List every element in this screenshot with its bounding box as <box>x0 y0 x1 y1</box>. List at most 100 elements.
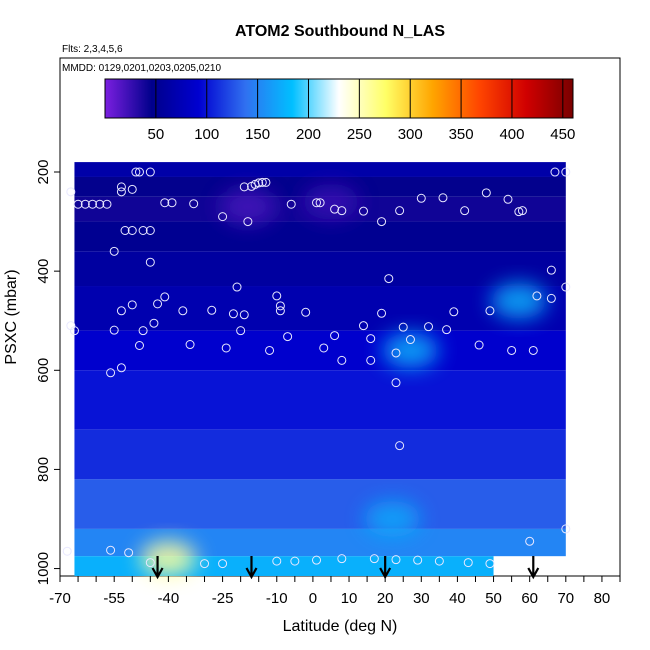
data-point-87 <box>116 363 126 373</box>
data-point-63 <box>275 306 285 316</box>
data-point-79 <box>442 325 452 335</box>
x-tick-label-20: 20 <box>377 590 394 607</box>
y-tick-label-400: 400 <box>35 259 52 284</box>
x-tick-label-40: 40 <box>449 590 466 607</box>
data-point-72 <box>384 274 394 284</box>
data-point-47 <box>145 257 155 267</box>
colorbar-label-200: 200 <box>296 126 321 143</box>
data-point-70 <box>366 334 376 344</box>
y-tick-label-600: 600 <box>35 358 52 383</box>
data-point-80 <box>474 340 484 350</box>
heat-band-0 <box>74 162 566 177</box>
data-point-27 <box>261 177 271 187</box>
data-point-4 <box>80 199 90 209</box>
data-point-15 <box>127 226 137 236</box>
data-point-18 <box>160 198 170 208</box>
x-tick-label--10: -10 <box>266 590 288 607</box>
data-point-43 <box>517 206 527 216</box>
data-point-22 <box>239 182 249 192</box>
data-point-61 <box>272 291 282 301</box>
data-point-86 <box>109 325 119 335</box>
data-point-34 <box>358 206 368 216</box>
data-point-85 <box>546 293 556 303</box>
data-point-89 <box>236 326 246 336</box>
y-axis-label: PSXC (mbar) <box>3 269 20 364</box>
data-point-65 <box>301 307 311 317</box>
dates-note: MMDD: 0129,0201,0203,0205,0210 <box>62 63 221 74</box>
data-point-38 <box>438 193 448 203</box>
data-point-60 <box>239 310 249 320</box>
data-point-53 <box>149 318 159 328</box>
x-tick-label-0: 0 <box>309 590 317 607</box>
y-tick-label-200: 200 <box>35 159 52 184</box>
data-point-35 <box>377 217 387 227</box>
x-tick-label-60: 60 <box>521 590 538 607</box>
data-point-82 <box>507 345 517 355</box>
heat-blob-0 <box>219 188 276 225</box>
x-tick-label--55: -55 <box>103 590 125 607</box>
data-point-33 <box>337 206 347 216</box>
data-point-37 <box>416 193 426 203</box>
data-point-19 <box>167 198 177 208</box>
data-point-10 <box>145 167 155 177</box>
data-point-98 <box>200 559 210 569</box>
x-tick-label-50: 50 <box>485 590 502 607</box>
heat-band-8 <box>74 429 566 480</box>
colorbar-label-300: 300 <box>398 126 423 143</box>
heat-band-9 <box>74 479 566 529</box>
data-point-13 <box>116 187 126 197</box>
colorbar-label-350: 350 <box>449 126 474 143</box>
data-point-25 <box>254 178 264 188</box>
data-point-83 <box>528 345 538 355</box>
colorbar-label-450: 450 <box>550 126 575 143</box>
data-point-6 <box>95 199 105 209</box>
data-point-42 <box>514 207 524 217</box>
data-point-54 <box>134 341 144 351</box>
data-point-48 <box>232 282 242 292</box>
data-point-31 <box>312 198 322 208</box>
x-tick-label--40: -40 <box>158 590 180 607</box>
data-point-78 <box>449 307 459 317</box>
data-point-100 <box>272 556 282 566</box>
chart-title: ATOM2 Southbound N_LAS <box>235 23 445 40</box>
data-point-113 <box>561 524 571 534</box>
data-point-30 <box>315 198 325 208</box>
data-point-99 <box>218 559 228 569</box>
x-tick-label--70: -70 <box>49 590 71 607</box>
data-point-73 <box>398 322 408 332</box>
data-point-9 <box>134 167 144 177</box>
data-point-94 <box>546 265 556 275</box>
data-point-105 <box>391 555 401 565</box>
data-point-96 <box>124 548 134 558</box>
heat-band-11 <box>74 556 494 576</box>
data-point-107 <box>434 556 444 566</box>
colorbar-label-100: 100 <box>194 126 219 143</box>
data-point-49 <box>116 306 126 316</box>
x-tick-label--25: -25 <box>212 590 234 607</box>
data-point-55 <box>160 292 170 302</box>
data-point-2 <box>69 326 79 336</box>
arrow-marker-0 <box>151 556 164 580</box>
data-point-29 <box>286 199 296 209</box>
data-point-74 <box>405 335 415 345</box>
data-point-8 <box>131 167 141 177</box>
data-point-56 <box>178 306 188 316</box>
y-tick-label-1000: 1000 <box>35 552 52 585</box>
data-point-46 <box>109 246 119 256</box>
heat-blob-3 <box>364 500 421 537</box>
y-tick-label-800: 800 <box>35 457 52 482</box>
data-point-69 <box>358 321 368 331</box>
data-point-110 <box>62 546 72 556</box>
data-point-95 <box>106 545 116 555</box>
data-points <box>62 167 571 569</box>
data-point-104 <box>369 554 379 564</box>
data-point-75 <box>391 348 401 358</box>
heat-band-4 <box>74 251 566 287</box>
colorbar-label-250: 250 <box>347 126 372 143</box>
data-point-66 <box>319 343 329 353</box>
data-point-101 <box>290 556 300 566</box>
data-point-92 <box>366 355 376 365</box>
data-point-26 <box>257 177 267 187</box>
heat-band-3 <box>74 221 566 252</box>
